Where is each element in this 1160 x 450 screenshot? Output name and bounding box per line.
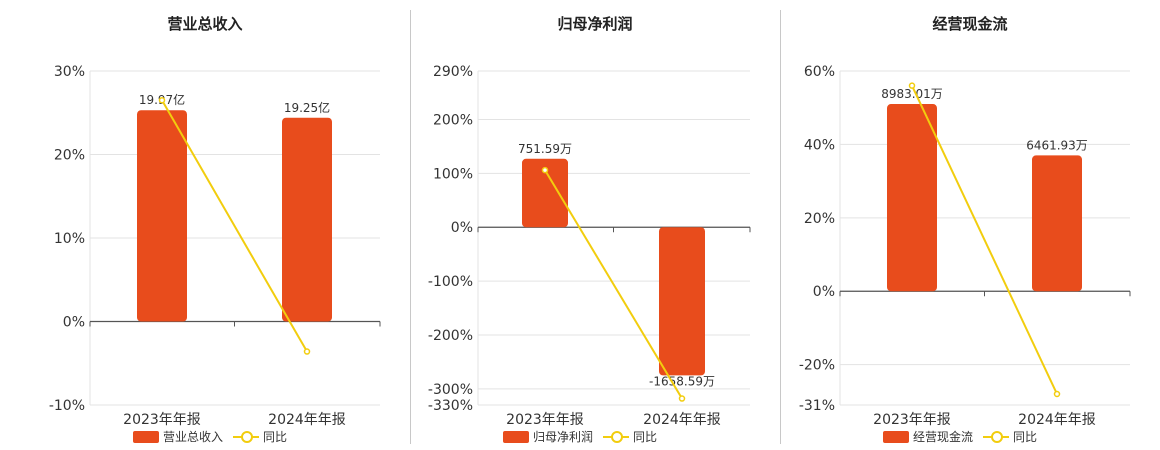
y-tick-label: 200% [433, 112, 473, 128]
yoy-point [1053, 390, 1061, 398]
legend-line-label: 同比 [1013, 430, 1038, 444]
legend-bar-swatch [883, 430, 909, 443]
yoy-line [544, 169, 683, 400]
y-tick-label: 0% [63, 315, 85, 331]
legend-bar-label: 归母净利润 [533, 430, 594, 444]
x-tick-label: 2023年年报 [506, 412, 584, 428]
bar [1032, 155, 1082, 292]
legend-bar-swatch [133, 430, 159, 443]
panel-divider [410, 10, 411, 444]
data-label: 8983.01万 [881, 87, 943, 101]
y-tick-label: -330% [428, 398, 473, 414]
bar [522, 158, 568, 228]
y-tick-label: -300% [428, 382, 473, 398]
y-tick-label: 290% [433, 64, 473, 80]
data-label: 6461.93万 [1026, 138, 1088, 152]
yoy-point [541, 166, 549, 174]
x-tick-label: 2023年年报 [873, 412, 951, 428]
y-tick-label: 0% [451, 220, 473, 236]
y-tick-label: 20% [54, 148, 85, 164]
chart-panel-revenue: 营业总收入 30%20%10%0%-10%19.97亿19.25亿2023年年报… [0, 0, 410, 450]
legend-line-label: 同比 [633, 430, 658, 444]
data-label: -1658.59万 [649, 374, 715, 388]
yoy-point [158, 96, 166, 104]
yoy-line [161, 99, 308, 353]
y-tick-label: 100% [433, 166, 473, 182]
legend-line-icon [603, 430, 630, 444]
y-tick-label: 0% [813, 284, 835, 300]
chart-panel-cash-flow: 经营现金流 60% 40% 20% 0% -20% -31% 8983.01万 6461.93… [780, 0, 1160, 450]
y-tick-label: -31% [799, 398, 835, 414]
legend-bar-label: 经营现金流 [913, 430, 974, 444]
x-tick-label: 2024年年报 [268, 412, 346, 428]
y-tick-label: 60% [804, 64, 835, 80]
y-tick-label: -100% [428, 274, 473, 290]
legend-bar-swatch [503, 430, 529, 443]
chart-svg-net-profit: 290% 200% 100% 0% -100% -200% -300%-330% 751.59… [428, 64, 751, 428]
chart-title: 营业总收入 [167, 15, 243, 33]
legend-line-icon [983, 430, 1010, 444]
chart-title: 归母净利润 [557, 15, 633, 33]
x-tick-label: 2024年年报 [643, 412, 721, 428]
chart-title: 经营现金流 [932, 15, 1008, 33]
chart-svg-revenue: 30%20%10%0%-10%19.97亿19.25亿2023年年报2024年年… [49, 64, 381, 428]
bar [659, 227, 705, 376]
chart-svg-cash-flow: 60% 40% 20% 0% -20% -31% 8983.01万 6461.93万 2023年… [799, 64, 1131, 428]
y-tick-label: -10% [49, 398, 85, 414]
y-tick-label: 30% [54, 64, 85, 80]
yoy-point [908, 82, 916, 89]
panel-divider [780, 10, 781, 444]
legend: 归母净利润 同比 [503, 428, 657, 445]
legend-line-label: 同比 [263, 430, 288, 444]
y-tick-label: 20% [804, 211, 835, 227]
x-tick-label: 2024年年报 [1018, 412, 1096, 428]
data-label: 751.59万 [518, 142, 572, 156]
chart-panel-net-profit: 归母净利润 290% 200% 100% 0% -100% -200% -300% -330%… [410, 0, 780, 450]
legend-bar-label: 营业总收入 [163, 430, 224, 444]
legend-line-icon [233, 430, 260, 444]
yoy-point [678, 395, 686, 402]
bar [282, 117, 332, 322]
y-tick-label: -200% [428, 328, 473, 344]
y-tick-label: 10% [54, 231, 85, 247]
x-tick-label: 2023年年报 [123, 412, 201, 428]
legend: 经营现金流 同比 [883, 428, 1037, 445]
bar [137, 110, 187, 322]
y-tick-label: 40% [804, 137, 835, 153]
bar [887, 104, 937, 292]
data-label: 19.25亿 [284, 100, 330, 115]
yoy-point [303, 348, 311, 355]
legend: 营业总收入 同比 [133, 428, 287, 445]
yoy-line [911, 85, 1058, 395]
y-tick-label: -20% [799, 358, 835, 374]
